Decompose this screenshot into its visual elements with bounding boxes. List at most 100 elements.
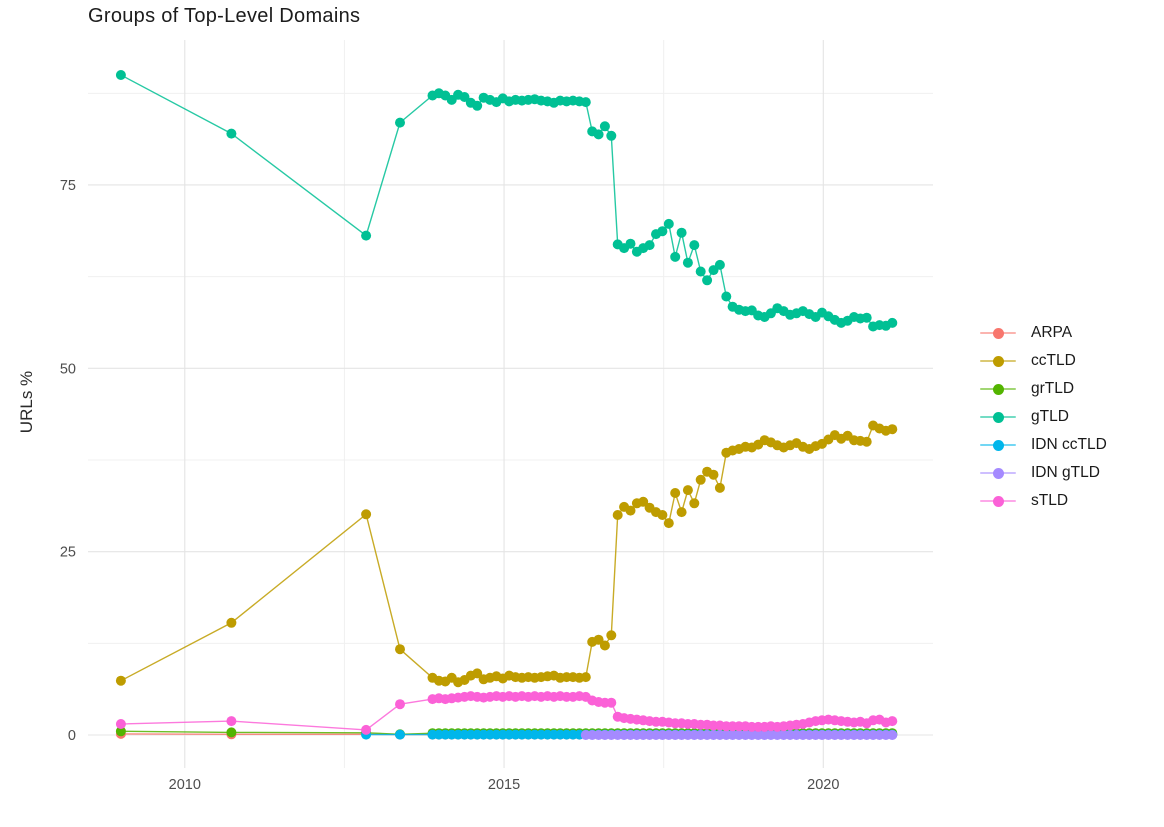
legend-label: sTLD: [1031, 492, 1069, 509]
data-point: [721, 291, 732, 302]
legend-label: gTLD: [1031, 408, 1069, 425]
data-point: [625, 505, 636, 516]
legend-dot-icon: [992, 327, 1004, 339]
data-point: [226, 128, 237, 139]
legend-dot-icon: [992, 383, 1004, 395]
y-tick-label: 0: [68, 728, 76, 744]
minor-gridlines: [88, 40, 933, 768]
x-tick-label: 2015: [488, 777, 520, 793]
data-point: [395, 699, 405, 710]
data-point: [663, 518, 674, 529]
data-point: [663, 218, 674, 229]
legend-label: ccTLD: [1031, 352, 1076, 369]
data-point: [625, 238, 636, 249]
legend-label: ARPA: [1031, 324, 1073, 341]
x-axis-labels: 2010 2015 2020: [169, 777, 840, 793]
data-point: [689, 498, 700, 509]
data-point: [714, 482, 725, 493]
data-point: [657, 226, 668, 237]
data-point: [670, 251, 681, 262]
x-tick-label: 2020: [807, 777, 839, 793]
data-point: [580, 672, 591, 683]
legend-key-icon: [978, 466, 1018, 480]
legend-dot-icon: [992, 411, 1004, 423]
data-point: [115, 719, 126, 729]
data-point: [226, 727, 237, 738]
legend-item-grtld: grTLD: [978, 375, 1107, 403]
data-point: [472, 100, 483, 111]
data-point: [670, 488, 681, 498]
data-point: [695, 474, 706, 485]
legend-item-idn-cctld: IDN ccTLD: [978, 431, 1107, 459]
data-point: [714, 259, 725, 270]
data-point: [115, 70, 126, 80]
data-point: [395, 117, 405, 128]
legend-item-gtld: gTLD: [978, 403, 1107, 431]
data-point: [606, 697, 617, 708]
data-point: [702, 275, 713, 286]
series-idn-gtld: [580, 730, 898, 740]
legend-key-icon: [978, 438, 1018, 452]
data-point: [395, 729, 405, 740]
data-point: [115, 675, 126, 686]
data-point: [676, 227, 687, 238]
y-tick-label: 50: [60, 361, 76, 377]
data-point: [887, 730, 898, 740]
legend-dot-icon: [992, 355, 1004, 367]
data-point: [708, 469, 719, 480]
data-point: [361, 509, 372, 520]
data-point: [115, 726, 126, 737]
data-point: [593, 634, 604, 645]
series-cctld: [115, 420, 898, 688]
legend-dot-icon: [992, 439, 1004, 451]
data-point: [226, 716, 237, 727]
data-point: [612, 510, 623, 520]
legend-key-icon: [978, 494, 1018, 508]
data-point: [599, 121, 610, 132]
legend-key-icon: [978, 410, 1018, 424]
legend-item-stld: sTLD: [978, 487, 1107, 515]
data-point: [682, 485, 693, 496]
legend-key-icon: [978, 382, 1018, 396]
legend: ARPA ccTLD grTLD gTLD IDN ccTLD IDN gTLD sTLD: [978, 319, 1107, 515]
data-point: [472, 668, 483, 679]
data-point: [689, 240, 700, 251]
legend-label: IDN gTLD: [1031, 464, 1100, 481]
data-point: [638, 496, 649, 507]
data-point: [695, 266, 706, 277]
major-gridlines: [88, 40, 933, 768]
chart-title: Groups of Top-Level Domains: [88, 5, 361, 27]
data-point: [861, 312, 872, 323]
y-tick-label: 25: [60, 545, 76, 561]
data-point: [887, 317, 898, 328]
data-point: [676, 507, 687, 518]
legend-item-idn-gtld: IDN gTLD: [978, 459, 1107, 487]
data-point: [593, 129, 604, 140]
data-point: [861, 436, 872, 447]
legend-label: IDN ccTLD: [1031, 436, 1107, 453]
legend-item-cctld: ccTLD: [978, 347, 1107, 375]
series-stld: [115, 691, 898, 735]
data-point: [606, 630, 617, 641]
series-line: [120, 74, 893, 328]
data-point: [226, 617, 237, 628]
data-point: [459, 92, 470, 102]
legend-dot-icon: [992, 467, 1004, 479]
data-point: [644, 240, 655, 251]
data-point: [887, 424, 898, 435]
data-point: [682, 257, 693, 268]
data-point: [361, 230, 372, 241]
data-point: [887, 716, 898, 727]
series-gtld: [115, 70, 898, 332]
data-point: [657, 510, 668, 520]
y-tick-label: 75: [60, 178, 76, 194]
x-tick-label: 2010: [169, 777, 201, 793]
legend-dot-icon: [992, 495, 1004, 507]
legend-key-icon: [978, 354, 1018, 368]
data-point: [606, 130, 617, 141]
legend-label: grTLD: [1031, 380, 1075, 397]
legend-item-arpa: ARPA: [978, 319, 1107, 347]
data-point: [395, 644, 405, 655]
data-point: [580, 97, 591, 108]
